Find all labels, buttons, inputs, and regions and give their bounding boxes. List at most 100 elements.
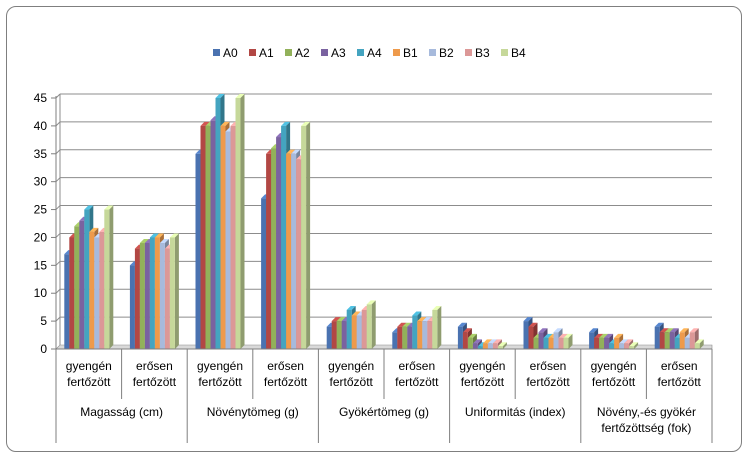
y-tick-label: 25	[34, 203, 48, 217]
bar-side	[371, 300, 376, 349]
bars	[64, 94, 704, 349]
bar	[654, 326, 660, 349]
bar	[492, 343, 498, 349]
bar-top	[558, 333, 568, 338]
bar	[164, 248, 170, 349]
legend-label: A4	[367, 46, 382, 60]
bar	[366, 304, 372, 349]
y-tick-label: 15	[34, 258, 48, 272]
group-label: Gyökértömeg (g)	[339, 405, 429, 419]
bar	[689, 332, 695, 349]
bar-side	[306, 121, 311, 349]
bar	[619, 343, 625, 349]
bar	[614, 337, 620, 349]
bar-top	[200, 121, 210, 126]
category-label: erősen	[661, 359, 698, 373]
bar	[609, 343, 615, 349]
bar	[210, 120, 216, 349]
bar-top	[89, 227, 99, 232]
legend: A0 A1 A2 A3 A4 B1 B2 B3 B4	[213, 46, 526, 60]
bar-top	[467, 333, 477, 338]
bar-top	[487, 339, 497, 344]
bar-top	[336, 317, 346, 322]
bar	[467, 337, 473, 349]
bar-top	[492, 339, 502, 344]
bar	[205, 125, 211, 349]
bar-side	[634, 342, 639, 349]
legend-label: A3	[331, 46, 346, 60]
bar	[669, 332, 675, 349]
bar	[94, 237, 100, 349]
bar-top	[599, 333, 609, 338]
gridline-diag	[55, 149, 61, 155]
bar-top	[154, 233, 164, 238]
bar-top	[669, 328, 679, 333]
bar	[599, 337, 605, 349]
bar	[104, 209, 110, 349]
bar-top	[169, 233, 179, 238]
group-label: Uniformitás (index)	[465, 405, 566, 419]
bar	[482, 343, 488, 349]
bar	[497, 346, 503, 349]
bar-top	[351, 311, 361, 316]
bar	[230, 125, 236, 349]
bar-top	[654, 322, 664, 327]
legend-label: B2	[439, 46, 454, 60]
bar	[422, 321, 428, 349]
bar-top	[462, 328, 472, 333]
bar	[129, 265, 135, 349]
legend-label: A0	[223, 46, 238, 60]
category-label: fertőzött	[67, 375, 111, 389]
legend-label: A2	[295, 46, 310, 60]
gridline-diag	[55, 260, 61, 266]
bar	[432, 309, 438, 349]
bar	[472, 343, 478, 349]
bar	[694, 343, 700, 349]
bar-top	[472, 339, 482, 344]
bar	[477, 346, 483, 349]
bar-top	[689, 328, 699, 333]
bar-top	[235, 94, 245, 98]
bar	[296, 159, 302, 349]
bar-top	[457, 322, 467, 327]
bar	[543, 337, 549, 349]
bar-side	[437, 305, 442, 349]
bar	[261, 198, 267, 349]
bar-top	[402, 322, 412, 327]
category-label: fertőzött	[395, 375, 439, 389]
bar-top	[629, 342, 639, 347]
bar-top	[139, 239, 149, 244]
category-label: gyengén	[197, 359, 243, 373]
bar	[134, 248, 140, 349]
group-label: Növénytömeg (g)	[207, 405, 299, 419]
y-tick-label: 40	[34, 119, 48, 133]
gridline-diag	[55, 121, 61, 127]
bar	[154, 237, 160, 349]
category-label: erősen	[530, 359, 567, 373]
bar-top	[159, 239, 169, 244]
bar	[215, 98, 221, 349]
bar-side	[240, 94, 245, 349]
bar-top	[366, 300, 376, 305]
category-label: erősen	[136, 359, 173, 373]
gridline-diag	[55, 316, 61, 322]
bar-top	[497, 342, 507, 347]
chart-frame	[6, 6, 742, 452]
bar	[679, 332, 685, 349]
bar	[235, 98, 241, 349]
category-label: erősen	[398, 359, 435, 373]
category-label: fertőzött	[330, 375, 374, 389]
bar	[528, 326, 534, 349]
bar	[397, 326, 403, 349]
bar-top	[589, 328, 599, 333]
y-tick-label: 0	[40, 342, 47, 356]
category-label: gyengén	[328, 359, 374, 373]
legend-swatch	[429, 49, 436, 56]
category-label: fertőzött	[264, 375, 308, 389]
bar	[301, 125, 307, 349]
bar	[356, 315, 362, 349]
bar	[74, 226, 80, 349]
bar	[402, 326, 408, 349]
bar-top	[346, 305, 356, 310]
legend-swatch	[213, 49, 220, 56]
